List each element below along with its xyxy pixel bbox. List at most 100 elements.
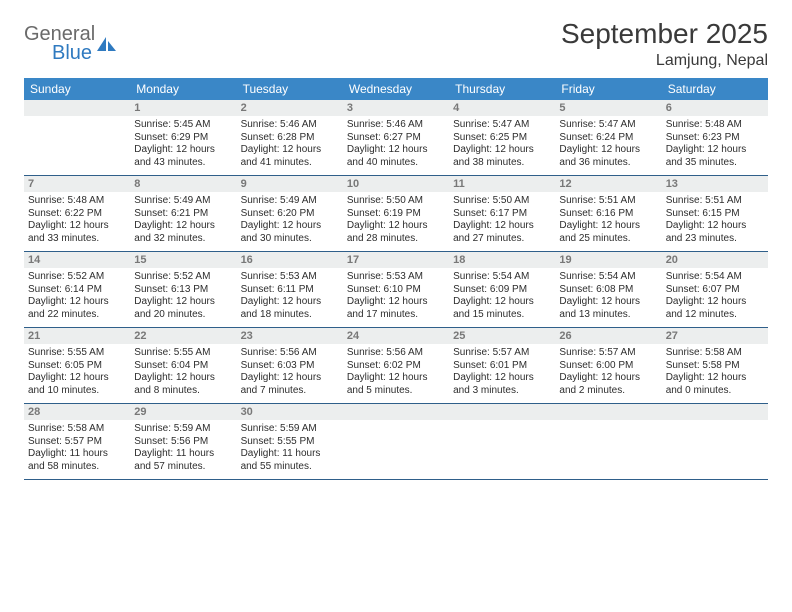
day-number: 20 <box>662 252 768 268</box>
brand-line2: Blue <box>52 43 95 63</box>
day-body: Sunrise: 5:53 AMSunset: 6:11 PMDaylight:… <box>237 268 343 327</box>
day-number: 6 <box>662 100 768 116</box>
day-cell: 13Sunrise: 5:51 AMSunset: 6:15 PMDayligh… <box>662 176 768 252</box>
col-friday: Friday <box>555 78 661 100</box>
weekday-header-row: Sunday Monday Tuesday Wednesday Thursday… <box>24 78 768 100</box>
sunrise-text: Sunrise: 5:50 AM <box>453 195 551 208</box>
header-row: General Blue September 2025 Lamjung, Nep… <box>24 18 768 70</box>
day-body: Sunrise: 5:48 AMSunset: 6:23 PMDaylight:… <box>662 116 768 175</box>
day-cell: 3Sunrise: 5:46 AMSunset: 6:27 PMDaylight… <box>343 100 449 176</box>
sunrise-text: Sunrise: 5:49 AM <box>134 195 232 208</box>
daylight-text: Daylight: 12 hours and 25 minutes. <box>559 220 657 245</box>
sunset-text: Sunset: 6:01 PM <box>453 360 551 373</box>
day-number: 24 <box>343 328 449 344</box>
day-body: Sunrise: 5:49 AMSunset: 6:21 PMDaylight:… <box>130 192 236 251</box>
day-number: 27 <box>662 328 768 344</box>
sunrise-text: Sunrise: 5:56 AM <box>241 347 339 360</box>
daylight-text: Daylight: 11 hours and 57 minutes. <box>134 448 232 473</box>
daylight-text: Daylight: 12 hours and 27 minutes. <box>453 220 551 245</box>
daylight-text: Daylight: 12 hours and 28 minutes. <box>347 220 445 245</box>
daylight-text: Daylight: 12 hours and 38 minutes. <box>453 144 551 169</box>
col-sunday: Sunday <box>24 78 130 100</box>
sunset-text: Sunset: 5:57 PM <box>28 436 126 449</box>
sunset-text: Sunset: 6:23 PM <box>666 132 764 145</box>
sunset-text: Sunset: 6:14 PM <box>28 284 126 297</box>
sunset-text: Sunset: 6:29 PM <box>134 132 232 145</box>
day-cell: 22Sunrise: 5:55 AMSunset: 6:04 PMDayligh… <box>130 328 236 404</box>
calendar-table: Sunday Monday Tuesday Wednesday Thursday… <box>24 78 768 480</box>
day-cell: 21Sunrise: 5:55 AMSunset: 6:05 PMDayligh… <box>24 328 130 404</box>
daylight-text: Daylight: 11 hours and 55 minutes. <box>241 448 339 473</box>
day-cell: 17Sunrise: 5:53 AMSunset: 6:10 PMDayligh… <box>343 252 449 328</box>
day-cell: 9Sunrise: 5:49 AMSunset: 6:20 PMDaylight… <box>237 176 343 252</box>
daylight-text: Daylight: 12 hours and 5 minutes. <box>347 372 445 397</box>
day-body <box>449 420 555 468</box>
sunrise-text: Sunrise: 5:58 AM <box>666 347 764 360</box>
sunrise-text: Sunrise: 5:46 AM <box>241 119 339 132</box>
sunset-text: Sunset: 6:19 PM <box>347 208 445 221</box>
day-number: 16 <box>237 252 343 268</box>
sunrise-text: Sunrise: 5:46 AM <box>347 119 445 132</box>
daylight-text: Daylight: 12 hours and 12 minutes. <box>666 296 764 321</box>
daylight-text: Daylight: 12 hours and 13 minutes. <box>559 296 657 321</box>
day-cell: 10Sunrise: 5:50 AMSunset: 6:19 PMDayligh… <box>343 176 449 252</box>
daylight-text: Daylight: 12 hours and 22 minutes. <box>28 296 126 321</box>
sunset-text: Sunset: 6:08 PM <box>559 284 657 297</box>
day-body: Sunrise: 5:49 AMSunset: 6:20 PMDaylight:… <box>237 192 343 251</box>
day-body: Sunrise: 5:54 AMSunset: 6:07 PMDaylight:… <box>662 268 768 327</box>
brand-text-block: General Blue <box>24 24 95 63</box>
day-cell: 28Sunrise: 5:58 AMSunset: 5:57 PMDayligh… <box>24 404 130 480</box>
day-cell: 15Sunrise: 5:52 AMSunset: 6:13 PMDayligh… <box>130 252 236 328</box>
sunrise-text: Sunrise: 5:53 AM <box>241 271 339 284</box>
daylight-text: Daylight: 12 hours and 8 minutes. <box>134 372 232 397</box>
title-block: September 2025 Lamjung, Nepal <box>561 18 768 70</box>
daylight-text: Daylight: 12 hours and 7 minutes. <box>241 372 339 397</box>
day-body: Sunrise: 5:59 AMSunset: 5:55 PMDaylight:… <box>237 420 343 479</box>
day-body <box>24 116 130 164</box>
day-body: Sunrise: 5:51 AMSunset: 6:16 PMDaylight:… <box>555 192 661 251</box>
day-number: 17 <box>343 252 449 268</box>
sunrise-text: Sunrise: 5:57 AM <box>559 347 657 360</box>
week-row: 28Sunrise: 5:58 AMSunset: 5:57 PMDayligh… <box>24 404 768 480</box>
day-cell: 24Sunrise: 5:56 AMSunset: 6:02 PMDayligh… <box>343 328 449 404</box>
day-cell: 6Sunrise: 5:48 AMSunset: 6:23 PMDaylight… <box>662 100 768 176</box>
day-number <box>449 404 555 420</box>
day-cell: 12Sunrise: 5:51 AMSunset: 6:16 PMDayligh… <box>555 176 661 252</box>
sunset-text: Sunset: 6:00 PM <box>559 360 657 373</box>
day-number: 15 <box>130 252 236 268</box>
day-body: Sunrise: 5:53 AMSunset: 6:10 PMDaylight:… <box>343 268 449 327</box>
day-body: Sunrise: 5:47 AMSunset: 6:24 PMDaylight:… <box>555 116 661 175</box>
day-number: 26 <box>555 328 661 344</box>
day-number: 7 <box>24 176 130 192</box>
day-number: 25 <box>449 328 555 344</box>
day-number: 4 <box>449 100 555 116</box>
sunrise-text: Sunrise: 5:51 AM <box>666 195 764 208</box>
day-cell <box>449 404 555 480</box>
day-cell <box>662 404 768 480</box>
day-number <box>662 404 768 420</box>
sunset-text: Sunset: 6:20 PM <box>241 208 339 221</box>
day-number <box>24 100 130 116</box>
daylight-text: Daylight: 11 hours and 58 minutes. <box>28 448 126 473</box>
sunrise-text: Sunrise: 5:53 AM <box>347 271 445 284</box>
day-cell: 14Sunrise: 5:52 AMSunset: 6:14 PMDayligh… <box>24 252 130 328</box>
sunset-text: Sunset: 6:17 PM <box>453 208 551 221</box>
sunrise-text: Sunrise: 5:59 AM <box>241 423 339 436</box>
daylight-text: Daylight: 12 hours and 0 minutes. <box>666 372 764 397</box>
day-body: Sunrise: 5:52 AMSunset: 6:13 PMDaylight:… <box>130 268 236 327</box>
daylight-text: Daylight: 12 hours and 43 minutes. <box>134 144 232 169</box>
sunrise-text: Sunrise: 5:47 AM <box>559 119 657 132</box>
day-body: Sunrise: 5:57 AMSunset: 6:01 PMDaylight:… <box>449 344 555 403</box>
day-body: Sunrise: 5:48 AMSunset: 6:22 PMDaylight:… <box>24 192 130 251</box>
day-number: 9 <box>237 176 343 192</box>
day-cell: 11Sunrise: 5:50 AMSunset: 6:17 PMDayligh… <box>449 176 555 252</box>
location-label: Lamjung, Nepal <box>561 52 768 70</box>
day-body: Sunrise: 5:51 AMSunset: 6:15 PMDaylight:… <box>662 192 768 251</box>
week-row: 7Sunrise: 5:48 AMSunset: 6:22 PMDaylight… <box>24 176 768 252</box>
day-number: 8 <box>130 176 236 192</box>
col-tuesday: Tuesday <box>237 78 343 100</box>
day-number: 19 <box>555 252 661 268</box>
sunset-text: Sunset: 6:11 PM <box>241 284 339 297</box>
day-body: Sunrise: 5:59 AMSunset: 5:56 PMDaylight:… <box>130 420 236 479</box>
calendar-body: 1Sunrise: 5:45 AMSunset: 6:29 PMDaylight… <box>24 100 768 480</box>
